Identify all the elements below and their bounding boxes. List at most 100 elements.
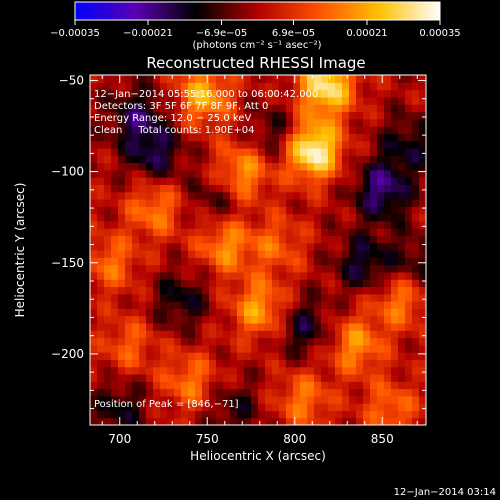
heatmap-cell <box>265 162 273 171</box>
heatmap-cell <box>244 403 252 412</box>
heatmap-cell <box>104 410 112 419</box>
heatmap-cell <box>167 82 175 91</box>
heatmap-cell <box>104 206 112 215</box>
heatmap-cell <box>181 191 189 200</box>
heatmap-cell <box>167 213 175 222</box>
heatmap-cell <box>181 147 189 156</box>
heatmap-cell <box>335 75 343 83</box>
heatmap-cell <box>251 395 259 404</box>
heatmap-cell <box>188 286 196 295</box>
heatmap-cell <box>370 220 378 229</box>
heatmap-cell <box>90 403 98 412</box>
heatmap-cell <box>216 315 224 324</box>
heatmap-cell <box>195 82 203 91</box>
heatmap-cell <box>97 308 105 317</box>
heatmap-cell <box>181 155 189 164</box>
heatmap-cell <box>370 271 378 280</box>
heatmap-cell <box>209 250 217 258</box>
heatmap-cell <box>181 403 189 412</box>
heatmap-cell <box>118 162 126 171</box>
heatmap-cell <box>391 279 399 288</box>
heatmap-cell <box>286 104 294 113</box>
heatmap-cell <box>356 242 364 251</box>
heatmap-cell <box>377 403 385 412</box>
heatmap-cell <box>328 206 336 215</box>
heatmap-cell <box>265 315 273 324</box>
heatmap-cell <box>237 96 245 105</box>
heatmap-cell <box>111 169 119 178</box>
heatmap-cell <box>335 184 343 193</box>
heatmap-cell <box>349 126 357 134</box>
heatmap-cell <box>244 322 252 331</box>
heatmap-cell <box>363 395 371 404</box>
heatmap-cell <box>356 337 364 346</box>
heatmap-cell <box>412 257 420 266</box>
heatmap-cell <box>181 308 189 317</box>
heatmap-cell <box>174 286 182 295</box>
heatmap-cell <box>132 352 140 360</box>
heatmap-cell <box>251 235 259 244</box>
heatmap-cell <box>118 191 126 200</box>
heatmap-cell <box>153 403 161 412</box>
heatmap-cell <box>167 293 175 302</box>
heatmap-cell <box>188 257 196 266</box>
heatmap-cell <box>405 82 413 91</box>
heatmap-cell <box>258 184 266 193</box>
heatmap-cell <box>223 359 231 368</box>
heatmap-cell <box>321 147 329 156</box>
heatmap-cell <box>272 330 280 339</box>
heatmap-cell <box>167 228 175 237</box>
heatmap-cell <box>419 228 426 237</box>
heatmap-cell <box>398 417 406 425</box>
heatmap-cell <box>412 366 420 375</box>
heatmap-cell <box>202 82 210 91</box>
heatmap-cell <box>237 286 245 295</box>
heatmap-cell <box>300 293 308 302</box>
heatmap-cell <box>377 388 385 397</box>
heatmap-cell <box>314 126 322 134</box>
heatmap-cell <box>125 395 133 404</box>
heatmap-cell <box>265 403 273 412</box>
heatmap-cell <box>279 220 287 229</box>
heatmap-cell <box>146 177 154 185</box>
heatmap-cell <box>286 417 294 425</box>
heatmap-cell <box>328 373 336 382</box>
heatmap-cell <box>97 337 105 346</box>
heatmap-cell <box>167 250 175 258</box>
heatmap-cell <box>293 155 301 164</box>
heatmap-cell <box>300 82 308 91</box>
heatmap-cell <box>90 344 98 353</box>
heatmap-cell <box>125 133 133 142</box>
heatmap-cell <box>153 82 161 91</box>
heatmap-cell <box>202 315 210 324</box>
heatmap-cell <box>356 417 364 425</box>
colorbar-tick-label: −0.00021 <box>123 28 173 39</box>
heatmap-cell <box>328 104 336 113</box>
heatmap-cell <box>118 271 126 280</box>
heatmap-cell <box>209 366 217 375</box>
heatmap-cell <box>370 315 378 324</box>
heatmap-cell <box>174 228 182 237</box>
heatmap-cell <box>146 147 154 156</box>
heatmap-cell <box>90 322 98 331</box>
heatmap-cell <box>335 352 343 360</box>
heatmap-cell <box>370 155 378 164</box>
heatmap-cell <box>300 264 308 273</box>
heatmap-cell <box>174 147 182 156</box>
heatmap-cell <box>307 373 315 382</box>
heatmap-cell <box>391 191 399 200</box>
heatmap-cell <box>286 344 294 353</box>
heatmap-cell <box>160 293 168 302</box>
heatmap-cell <box>314 388 322 397</box>
heatmap-cell <box>314 169 322 178</box>
heatmap-cell <box>307 301 315 309</box>
heatmap-cell <box>356 293 364 302</box>
heatmap-cell <box>272 213 280 222</box>
heatmap-cell <box>146 169 154 178</box>
heatmap-cell <box>132 388 140 397</box>
heatmap-cell <box>300 140 308 149</box>
heatmap-cell <box>195 235 203 244</box>
heatmap-cell <box>370 366 378 375</box>
heatmap-cell <box>349 366 357 375</box>
heatmap-cell <box>139 308 147 317</box>
